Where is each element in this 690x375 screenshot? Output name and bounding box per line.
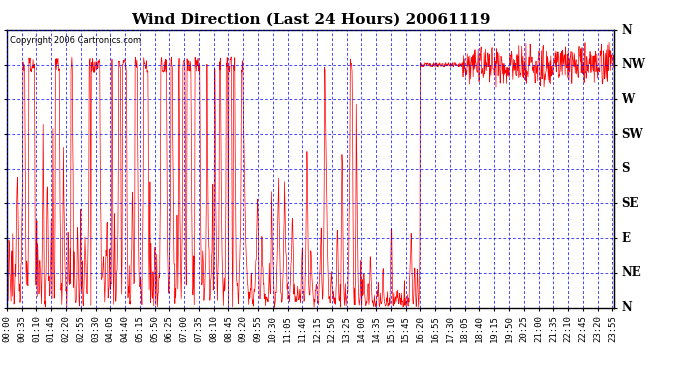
Text: Wind Direction (Last 24 Hours) 20061119: Wind Direction (Last 24 Hours) 20061119 bbox=[130, 13, 491, 27]
Text: Copyright 2006 Cartronics.com: Copyright 2006 Cartronics.com bbox=[10, 36, 141, 45]
